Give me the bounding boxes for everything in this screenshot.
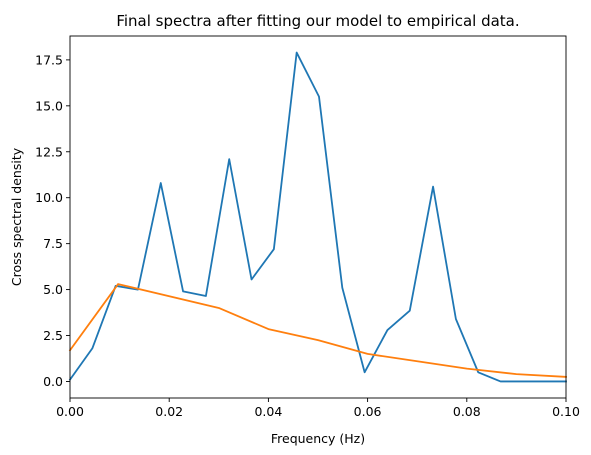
x-axis-label: Frequency (Hz) — [271, 431, 365, 446]
y-tick-label: 17.5 — [35, 52, 63, 67]
y-tick-label: 12.5 — [35, 144, 63, 159]
plot-frame — [69, 35, 567, 399]
chart-title: Final spectra after fitting our model to… — [116, 12, 519, 30]
x-tick-label: 0.00 — [56, 404, 84, 419]
series-line-1 — [68, 283, 567, 378]
x-tick-label: 0.06 — [354, 404, 382, 419]
y-tick-label: 5.0 — [43, 282, 63, 297]
y-tick-label: 15.0 — [35, 98, 63, 113]
x-tick-label: 0.04 — [254, 404, 282, 419]
y-tick-label: 2.5 — [43, 328, 63, 343]
y-axis-label: Cross spectral density — [9, 147, 24, 286]
series-line-0 — [68, 51, 567, 383]
y-tick-label: 7.5 — [43, 236, 63, 251]
y-tick-label: 10.0 — [35, 190, 63, 205]
x-tick-label: 0.08 — [453, 404, 481, 419]
plot-area: 0.00 0.02 0.04 0.06 0.08 0.10 0.0 2.5 5.0 7.5 10.0… — [35, 35, 580, 419]
x-tick-label: 0.02 — [155, 404, 183, 419]
y-tick-label: 0.0 — [43, 374, 63, 389]
x-tick-label: 0.10 — [552, 404, 580, 419]
